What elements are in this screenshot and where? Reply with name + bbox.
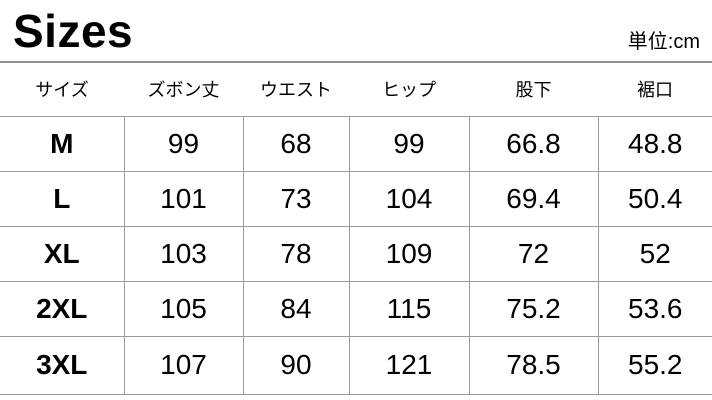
cell-inseam: 78.5 xyxy=(468,336,598,394)
cell-pants-length: 99 xyxy=(123,116,243,171)
cell-waist: 78 xyxy=(242,226,349,281)
column-header-size: サイズ xyxy=(35,80,89,101)
column-header-waist: ウエスト xyxy=(243,63,349,116)
table-row-3xl: 3XL 107 90 121 78.5 55.2 xyxy=(0,336,712,394)
row-label-size: XL xyxy=(43,237,80,269)
cell-hip: 115 xyxy=(348,281,469,336)
table-row-m: M 99 68 99 66.8 48.8 xyxy=(0,116,712,171)
cell-waist: 84 xyxy=(242,281,349,336)
cell-waist: 68 xyxy=(242,116,349,171)
cell-hem: 50.4 xyxy=(597,171,712,226)
row-label-size: 3XL xyxy=(36,349,88,380)
cell-inseam: 66.8 xyxy=(468,116,598,171)
unit-label: 単位:cm xyxy=(627,31,700,53)
cell-waist: 90 xyxy=(242,336,349,394)
cell-waist: 73 xyxy=(242,171,349,226)
cell-inseam: 72 xyxy=(468,226,598,281)
cell-pants-length: 101 xyxy=(123,171,243,226)
cell-pants-length: 103 xyxy=(123,226,243,281)
size-table: サイズ ズボン丈 ウエスト ヒップ 股下 裾口 M 99 68 99 66.8 … xyxy=(0,63,712,395)
cell-hip: 109 xyxy=(348,226,469,281)
table-row-xl: XL 103 78 109 72 52 xyxy=(0,226,712,281)
cell-inseam: 75.2 xyxy=(468,281,598,336)
cell-hem: 52 xyxy=(597,226,712,281)
table-row-l: L 101 73 104 69.4 50.4 xyxy=(0,171,712,226)
column-header-hip: ヒップ xyxy=(349,63,469,116)
cell-pants-length: 107 xyxy=(123,336,243,394)
cell-hip: 121 xyxy=(348,336,469,394)
row-label-size: M xyxy=(50,127,74,159)
cell-hem: 48.8 xyxy=(597,116,712,171)
size-table-header-row: サイズ ズボン丈 ウエスト ヒップ 股下 裾口 xyxy=(0,63,712,116)
row-label-size: 2XL xyxy=(36,292,88,324)
cell-hip: 99 xyxy=(348,116,469,171)
cell-hip: 104 xyxy=(348,171,469,226)
column-header-pants-length: ズボン丈 xyxy=(124,63,243,116)
page-title: Sizes xyxy=(13,5,134,57)
cell-inseam: 69.4 xyxy=(468,171,598,226)
column-header-inseam: 股下 xyxy=(469,63,598,116)
cell-pants-length: 105 xyxy=(123,281,243,336)
cell-hem: 53.6 xyxy=(597,281,712,336)
row-label-size: L xyxy=(53,182,71,214)
table-row-2xl: 2XL 105 84 115 75.2 53.6 xyxy=(0,281,712,336)
column-header-hem: 裾口 xyxy=(598,63,712,116)
page-header: Sizes 単位:cm xyxy=(0,0,712,63)
cell-hem: 55.2 xyxy=(597,336,712,394)
